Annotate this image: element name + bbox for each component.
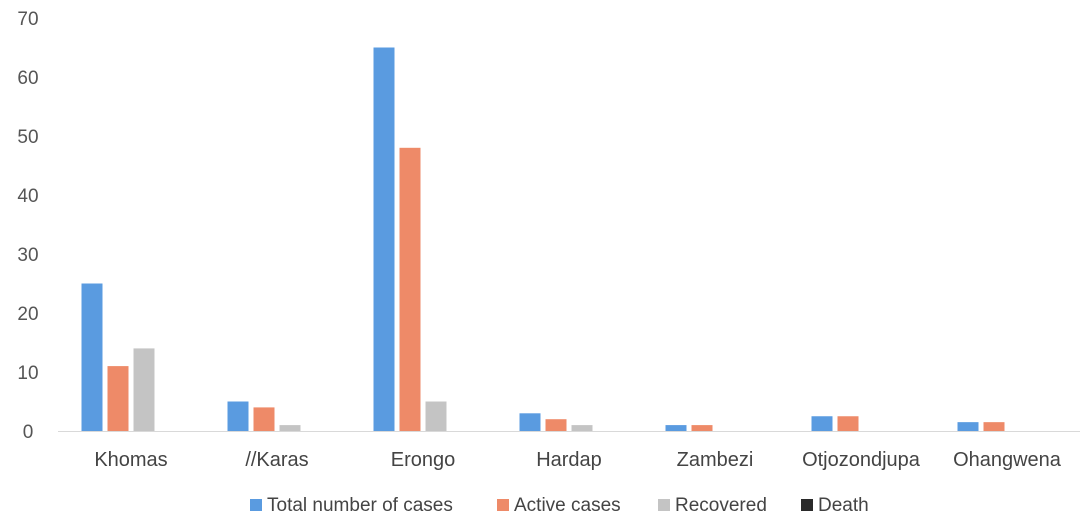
bar-total-number-of-cases-erongo [373, 47, 395, 431]
bar-total-number-of-cases-khomas [81, 283, 103, 431]
bar-active-cases-zambezi [691, 425, 713, 431]
bar-total-number-of-cases-hardap [519, 413, 541, 431]
legend-swatch [497, 499, 509, 511]
bar-recovered-karas [279, 425, 301, 431]
y-tick-label: 70 [17, 9, 38, 30]
legend-label: Recovered [675, 495, 767, 516]
bar-recovered-khomas [133, 348, 155, 431]
x-tick-label: Erongo [391, 449, 456, 471]
bar-active-cases-khomas [107, 366, 129, 431]
legend-label: Active cases [514, 495, 621, 516]
x-axis-labels: Khomas //Karas Erongo Hardap Zambezi Otjozond… [94, 449, 1061, 471]
bar-total-number-of-cases-ohangwena [957, 422, 979, 431]
y-tick-label: 20 [17, 304, 38, 325]
bar-active-cases-ohangwena [983, 422, 1005, 431]
y-tick-label: 60 [17, 68, 38, 89]
x-tick-label: Otjozondjupa [802, 449, 921, 471]
bar-total-number-of-cases-zambezi [665, 425, 687, 431]
x-tick-label: Hardap [536, 449, 602, 471]
bar-active-cases-karas [253, 407, 275, 431]
x-tick-label: Zambezi [677, 449, 754, 471]
x-tick-label: Ohangwena [953, 449, 1062, 471]
bar-recovered-hardap [571, 425, 593, 431]
y-tick-label: 30 [17, 245, 38, 266]
y-tick-label: 50 [17, 127, 38, 148]
bar-total-number-of-cases-otjozondjupa [811, 416, 833, 431]
y-axis-ticks: 0 10 20 30 40 50 60 70 [17, 9, 38, 443]
legend-label: Death [818, 495, 869, 516]
bar-active-cases-erongo [399, 147, 421, 432]
bar-recovered-erongo [425, 401, 447, 431]
legend-swatch [801, 499, 813, 511]
x-tick-label: //Karas [245, 449, 308, 471]
legend-label: Total number of cases [267, 495, 453, 516]
bars [81, 47, 1005, 432]
x-tick-label: Khomas [94, 449, 167, 471]
legend-swatch [658, 499, 670, 511]
bar-total-number-of-cases-karas [227, 401, 249, 431]
y-tick-label: 40 [17, 186, 38, 207]
legend: Total number of cases Active cases Recover… [250, 495, 869, 516]
bar-active-cases-otjozondjupa [837, 416, 859, 431]
bar-active-cases-hardap [545, 419, 567, 431]
y-tick-label: 10 [17, 363, 38, 384]
y-tick-label: 0 [23, 422, 34, 443]
legend-swatch [250, 499, 262, 511]
